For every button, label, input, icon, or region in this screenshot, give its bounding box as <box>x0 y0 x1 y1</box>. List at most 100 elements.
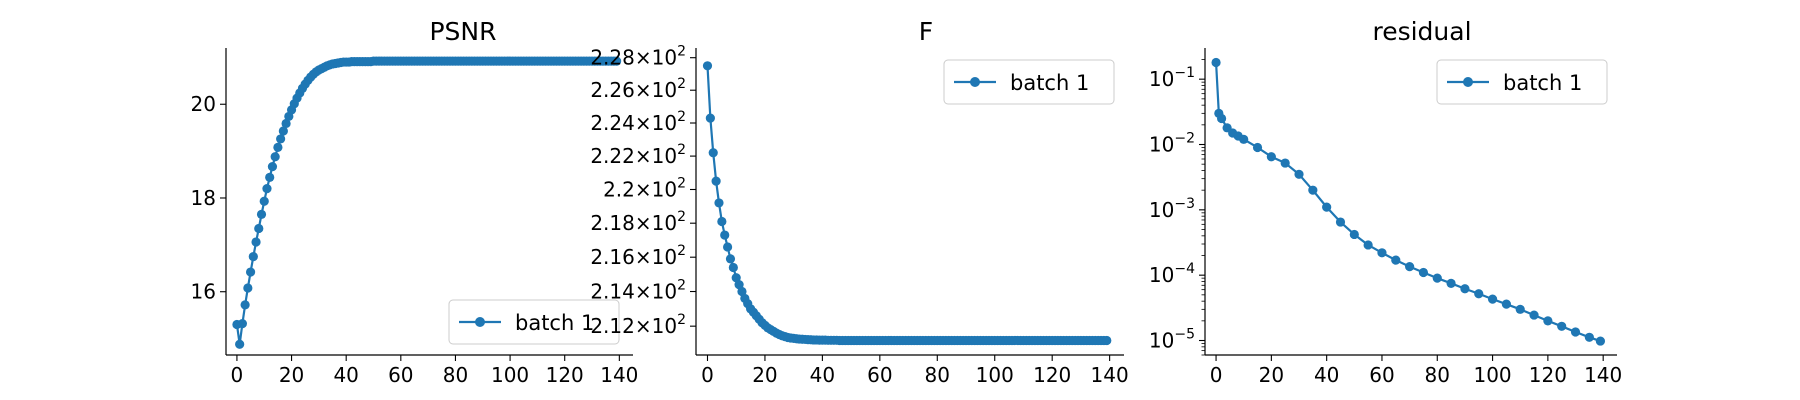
psnr-data-point <box>248 251 258 262</box>
residual-data-point <box>1543 316 1553 326</box>
psnr-data-point <box>612 56 622 66</box>
psnr-data-point <box>237 319 247 329</box>
f-y-tick-label: 2.28×102 <box>590 44 686 70</box>
psnr-x-tick-label: 100 <box>491 363 529 387</box>
f-y-tick-label: 2.18×102 <box>590 209 686 235</box>
residual-data-point <box>1474 289 1484 299</box>
residual-data-point <box>1405 262 1415 272</box>
residual-x-tick-label: 140 <box>1584 363 1622 387</box>
residual-data-point <box>1294 169 1304 179</box>
f-x-tick-label: 40 <box>810 363 835 387</box>
residual-data-point <box>1239 134 1249 144</box>
psnr-legend-marker <box>475 317 485 327</box>
residual-data-point <box>1460 284 1470 294</box>
residual-data-point <box>1363 240 1373 250</box>
f-x-tick-label: 20 <box>752 363 777 387</box>
f-data-point <box>1102 335 1112 346</box>
psnr-legend: batch 1 <box>448 299 620 345</box>
psnr-title: PSNR <box>429 17 496 46</box>
residual-data-point <box>1557 321 1567 331</box>
residual-y-tick-label: 10−5 <box>1149 327 1195 353</box>
residual-data-point <box>1216 113 1227 124</box>
residual-data-point <box>1335 217 1346 227</box>
f-legend-marker <box>970 77 980 87</box>
f-data-point <box>717 216 727 227</box>
f-data-point <box>725 254 736 264</box>
psnr-axes <box>225 48 633 356</box>
psnr-panel: PSNR 0 20 40 60 80 100 120 140 16 18 20 batch 1 <box>191 17 639 387</box>
f-panel: F 0 20 40 60 80 100 120 140 2.12×102 2.14×102 2.16… <box>590 17 1128 387</box>
f-series <box>702 61 1112 346</box>
psnr-data-point <box>281 118 291 129</box>
residual-y-tick-label: 10−1 <box>1149 65 1195 91</box>
f-x-tick-label: 80 <box>925 363 950 387</box>
f-x-tick-label: 120 <box>1033 363 1071 387</box>
psnr-y-tick-label: 20 <box>191 92 216 116</box>
f-data-point <box>720 230 730 240</box>
f-data-point <box>728 262 738 273</box>
residual-legend-marker <box>1463 77 1473 87</box>
f-data-point <box>711 176 721 186</box>
f-data-point <box>723 242 733 252</box>
residual-axes <box>1204 48 1617 356</box>
f-ticks: 0 20 40 60 80 100 120 140 2.12×102 2.14×102 2.16×1… <box>590 44 1128 387</box>
residual-data-point <box>1501 299 1511 309</box>
f-data-point <box>737 286 747 297</box>
residual-data-point <box>1584 332 1594 342</box>
f-data-point <box>714 198 724 208</box>
psnr-data-point <box>259 196 269 206</box>
f-data-point <box>708 148 718 158</box>
residual-data-point <box>1211 57 1221 68</box>
f-data-point <box>731 273 741 283</box>
f-data-point <box>705 113 715 123</box>
residual-y-tick-label: 10−4 <box>1149 261 1195 287</box>
residual-data-point <box>1446 278 1456 288</box>
f-legend-label: batch 1 <box>1010 71 1089 95</box>
residual-data-point <box>1570 327 1581 337</box>
residual-y-tick-label: 10−2 <box>1149 131 1195 157</box>
f-x-tick-label: 140 <box>1091 363 1129 387</box>
psnr-y-tick-label: 16 <box>191 280 216 304</box>
f-y-tick-label: 2.14×102 <box>590 278 686 304</box>
residual-data-point <box>1515 304 1525 314</box>
residual-x-tick-label: 40 <box>1314 363 1339 387</box>
psnr-x-tick-label: 0 <box>231 363 244 387</box>
residual-x-tick-label: 80 <box>1425 363 1450 387</box>
residual-legend-box <box>1436 59 1608 105</box>
psnr-data-point <box>256 209 267 219</box>
f-data-point <box>702 61 713 71</box>
f-x-tick-label: 0 <box>701 363 714 387</box>
f-y-tick-label: 2.24×102 <box>590 109 686 135</box>
residual-ticks: 0 20 40 60 80 100 120 140 10−5 10−4 10−3 10−2 10−1 <box>1149 59 1622 387</box>
residual-data-point <box>1529 310 1539 320</box>
residual-y-tick-label: 10−3 <box>1149 196 1195 222</box>
psnr-legend-box <box>448 299 620 345</box>
residual-legend-label: batch 1 <box>1503 71 1582 95</box>
f-data-point <box>734 280 744 290</box>
psnr-data-point <box>265 172 275 182</box>
residual-x-tick-label: 60 <box>1369 363 1394 387</box>
residual-series <box>1211 57 1606 346</box>
psnr-data-point <box>270 152 280 162</box>
residual-data-point <box>1280 158 1290 168</box>
residual-data-point <box>1252 142 1263 153</box>
residual-x-tick-label: 100 <box>1473 363 1511 387</box>
psnr-data-point <box>262 184 272 194</box>
psnr-data-point <box>243 283 253 293</box>
psnr-legend-label: batch 1 <box>515 311 594 335</box>
f-x-tick-label: 60 <box>867 363 892 387</box>
psnr-x-tick-label: 40 <box>333 363 358 387</box>
psnr-series <box>232 56 622 349</box>
residual-x-tick-label: 120 <box>1529 363 1567 387</box>
psnr-data-point <box>273 142 283 152</box>
psnr-x-tick-label: 20 <box>279 363 304 387</box>
f-y-tick-label: 2.22×102 <box>590 142 686 168</box>
f-axes <box>695 48 1124 356</box>
residual-data-point <box>1322 202 1332 212</box>
residual-data-point <box>1266 152 1276 162</box>
psnr-data-point <box>276 134 286 144</box>
psnr-ticks: 0 20 40 60 80 100 120 140 16 18 20 <box>191 92 639 387</box>
f-title: F <box>919 17 933 46</box>
psnr-x-tick-label: 120 <box>546 363 584 387</box>
